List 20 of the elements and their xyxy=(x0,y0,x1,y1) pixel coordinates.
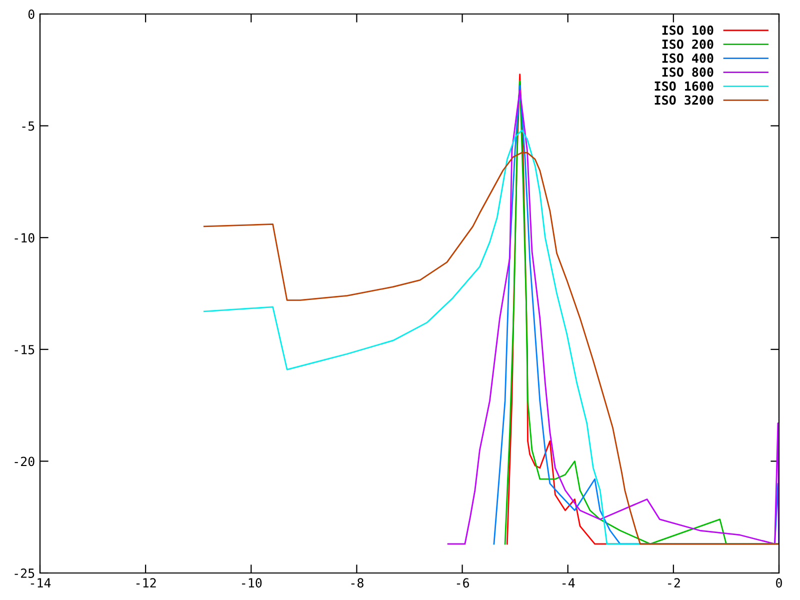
y-tick-label: -20 xyxy=(14,456,34,466)
x-tick-label: 0 xyxy=(776,578,782,588)
x-tick-label: -14 xyxy=(30,578,51,588)
legend-label: ISO 3200 xyxy=(654,95,714,105)
x-tick-label: -8 xyxy=(351,578,364,588)
legend-label: ISO 400 xyxy=(662,53,714,63)
y-tick-label: -5 xyxy=(22,121,34,131)
x-tick-label: -6 xyxy=(456,578,469,588)
y-tick-label: -10 xyxy=(14,233,34,243)
y-tick-label: -25 xyxy=(14,568,34,578)
x-tick-label: -4 xyxy=(562,578,575,588)
x-tick-label: -10 xyxy=(242,578,262,588)
x-tick-label: -12 xyxy=(136,578,156,588)
legend-label: ISO 1600 xyxy=(654,81,714,91)
legend-label: ISO 800 xyxy=(662,67,714,77)
legend-label: ISO 200 xyxy=(662,39,714,49)
legend-label: ISO 100 xyxy=(662,25,714,35)
y-tick-label: 0 xyxy=(28,10,34,19)
y-tick-label: -15 xyxy=(14,345,34,354)
x-tick-label: -2 xyxy=(668,578,680,588)
